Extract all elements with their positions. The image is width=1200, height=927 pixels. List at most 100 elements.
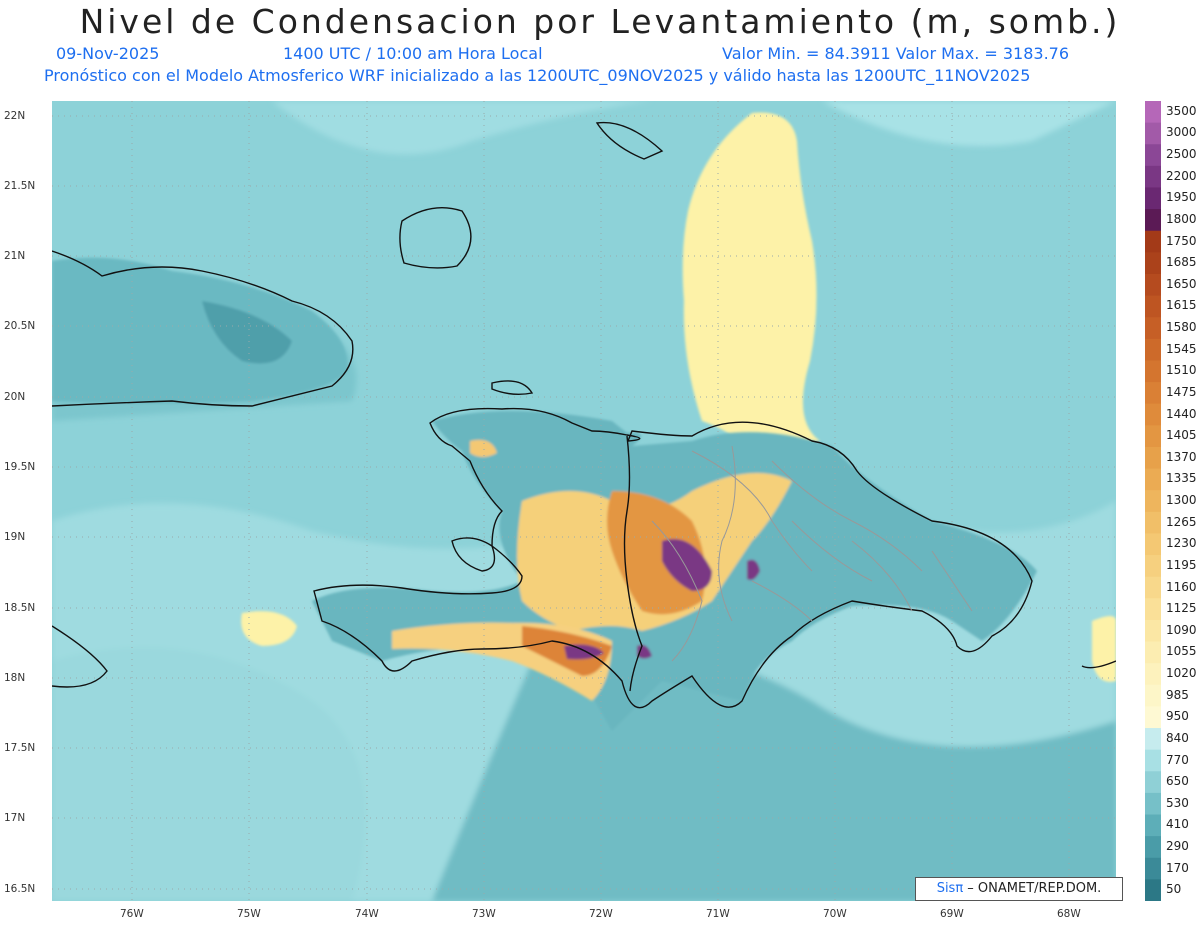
y-label-22n: 22N [4,110,26,122]
colorbar-label: 1950 [1166,190,1197,205]
colorbar-label: 1650 [1166,276,1197,291]
x-label-71w: 71W [706,908,730,920]
colorbar-swatch [1145,425,1161,448]
colorbar-label: 1195 [1166,557,1197,572]
x-label-76w: 76W [120,908,144,920]
colorbar-swatch [1145,576,1161,599]
y-label-18.5n: 18.5N [4,602,36,614]
colorbar-label: 1020 [1166,666,1197,680]
colorbar-swatch [1145,728,1161,751]
inagua [399,206,472,269]
coastlines [52,121,1116,709]
colorbar-swatch [1145,598,1161,621]
graticule [52,101,1116,901]
colorbar-swatch [1145,252,1161,275]
colorbar-swatch [1145,879,1161,901]
purple-east [747,559,760,580]
y-label-18n: 18N [4,672,26,684]
colorbar-swatch [1145,792,1161,816]
colorbar-swatch [1145,555,1161,578]
colorbar-swatch [1145,101,1161,124]
colorbar [1145,101,1161,901]
colorbar-label: 1405 [1166,428,1197,443]
colorbar-swatch [1145,360,1161,383]
y-label-20.5n: 20.5N [4,320,36,332]
colorbar-swatch [1145,619,1161,643]
y-label-17.5n: 17.5N [4,742,36,754]
colorbar-label: 1370 [1166,449,1197,464]
condensation-level-map [52,101,1116,901]
x-label-68w: 68W [1057,908,1081,920]
colorbar-swatch [1145,273,1161,297]
time-label: 1400 UTC / 10:00 am Hora Local [283,44,543,63]
light-north [272,101,652,155]
cuba-land [52,257,348,404]
colorbar-swatch [1145,403,1161,426]
x-label-73w: 73W [472,908,496,920]
colorbar-swatch [1145,511,1161,534]
colorbar-label: 2500 [1166,147,1197,162]
colorbar-label: 530 [1166,795,1189,810]
colorbar-swatch [1145,187,1161,210]
colorbar-swatch [1145,814,1161,837]
cuba-dark [202,301,292,364]
colorbar-swatch [1145,446,1161,470]
tortuga [491,380,534,396]
colorbar-label: 3500 [1166,103,1197,118]
x-label-74w: 74W [355,908,379,920]
colorbar-label: 1090 [1166,622,1197,637]
cuba-coast [52,250,354,407]
light-sw [52,647,366,901]
haiti-border [623,435,643,692]
y-label-19n: 19N [4,531,26,543]
colorbar-swatch [1145,338,1161,361]
colorbar-label: 1440 [1166,406,1197,421]
colorbar-label: 1750 [1166,233,1197,248]
colorbar-swatch [1145,317,1161,340]
colorbar-swatch [1145,857,1161,880]
colorbar-swatch [1145,122,1161,145]
yellow-tortuga [470,439,497,457]
map-title: Nivel de Condensacion por Levantamiento … [79,2,1121,41]
colorbar-swatch [1145,382,1161,405]
colorbar-swatch [1145,209,1161,232]
colorbar-label: 1125 [1166,601,1197,616]
colorbar-swatch [1145,663,1161,686]
hispaniola-coast [313,407,1033,709]
credit-brand: Sisπ [936,881,964,896]
colorbar-label: 1230 [1166,536,1197,551]
colorbar-label: 840 [1166,730,1189,745]
colorbar-label: 1580 [1166,320,1197,334]
colorbar-label: 1160 [1166,579,1197,594]
y-label-16.5n: 16.5N [4,883,36,895]
gonave-island [451,537,496,572]
y-label-21.5n: 21.5N [4,180,36,192]
credit-text: – ONAMET/REP.DOM. [963,881,1102,896]
colorbar-label: 1300 [1166,493,1197,507]
colorbar-label: 410 [1166,817,1189,832]
yellow-plume [682,112,820,454]
x-label-75w: 75W [237,908,261,920]
credit-box: Sisπ – ONAMET/REP.DOM. [915,877,1123,901]
purple-main [662,539,712,591]
colorbar-label: 1615 [1166,298,1197,313]
colorbar-swatch [1145,706,1161,729]
y-label-20n: 20N [4,391,26,403]
colorbar-swatch [1145,771,1161,794]
colorbar-swatch [1145,468,1161,491]
colorbar-label: 985 [1166,687,1189,702]
colorbar-swatch [1145,144,1161,167]
colorbar-swatch [1145,641,1161,664]
caicos [595,121,664,160]
colorbar-label: 770 [1166,752,1189,767]
light-ne [822,101,1116,146]
x-label-69w: 69W [940,908,964,920]
colorbar-swatch [1145,490,1161,513]
colorbar-swatch [1145,836,1161,859]
colorbar-label: 1800 [1166,211,1197,226]
colorbar-label: 290 [1166,838,1189,853]
colorbar-label: 1475 [1166,384,1197,399]
date-label: 09-Nov-2025 [56,44,160,63]
colorbar-swatch [1145,684,1161,707]
jamaica-fragment [52,625,108,688]
